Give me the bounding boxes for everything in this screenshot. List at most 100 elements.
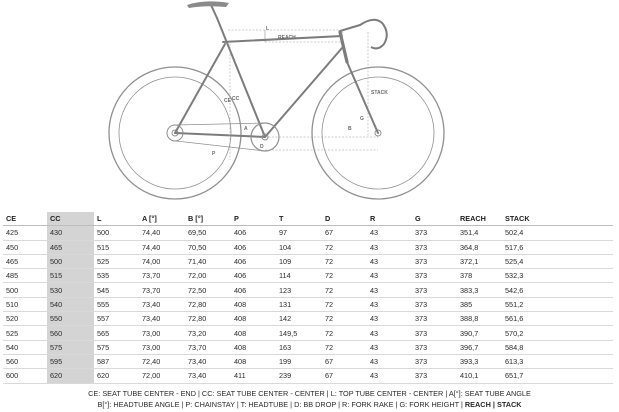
- cell-r: 43: [367, 297, 412, 313]
- legend: CE: SEAT TUBE CENTER - END | CC: SEAT TU…: [0, 388, 619, 410]
- cell-ce: 510: [3, 297, 47, 313]
- table-row: 425 430 500 74,40 69,50 406 97 67 43 373 351,4 502,…: [3, 225, 613, 241]
- cell-d: 72: [322, 311, 367, 327]
- cell-l: 575: [94, 340, 139, 355]
- cell-stack: 517,6: [502, 240, 613, 255]
- cell-d: 72: [322, 268, 367, 284]
- table-row: 600 620 620 72,00 73,40 411 239 67 43 373 410,1 651…: [3, 368, 613, 384]
- cell-g: 373: [412, 368, 457, 384]
- cell-t: 142: [276, 311, 322, 327]
- header-r: R: [367, 212, 412, 227]
- cell-b: 73,40: [185, 368, 231, 384]
- cell-reach: 410,1: [457, 368, 502, 384]
- handlebar: [359, 18, 388, 50]
- cell-l: 515: [94, 240, 139, 255]
- cell-p: 406: [231, 225, 276, 241]
- cell-stack: 551,2: [502, 297, 613, 313]
- cell-b: 72,80: [185, 297, 231, 313]
- cell-l: 587: [94, 354, 139, 370]
- legend-line-1: CE: SEAT TUBE CENTER - END | CC: SEAT TU…: [88, 389, 531, 398]
- table-row: 510 540 555 73,40 72,80 408 131 72 43 373 385 551,2: [3, 297, 613, 313]
- table-row: 450 465 515 74,40 70,50 406 104 72 43 373 364,8 517…: [3, 240, 613, 255]
- cell-p: 408: [231, 311, 276, 327]
- cell-p: 408: [231, 340, 276, 355]
- cell-t: 163: [276, 340, 322, 355]
- cell-p: 406: [231, 240, 276, 255]
- cell-cc: 595: [47, 354, 94, 370]
- table-row: 500 530 545 73,70 72,50 406 123 72 43 373 383,3 542…: [3, 282, 613, 298]
- cell-g: 373: [412, 311, 457, 327]
- cell-reach: 396,7: [457, 340, 502, 355]
- cell-stack: 525,4: [502, 254, 613, 270]
- cell-stack: 570,2: [502, 325, 613, 341]
- fork: [346, 61, 379, 134]
- header-a: A [°]: [139, 212, 185, 227]
- d-label: D: [260, 144, 264, 150]
- reach-label: REACH: [278, 35, 296, 41]
- cell-t: 149,5: [276, 325, 322, 341]
- cell-ce: 520: [3, 311, 47, 327]
- cell-g: 373: [412, 268, 457, 284]
- p-label: P: [212, 151, 216, 157]
- cell-a: 73,70: [139, 282, 185, 298]
- header-ce: CE: [3, 212, 47, 227]
- cell-cc: 620: [47, 368, 94, 384]
- cell-r: 43: [367, 268, 412, 284]
- cell-stack: 561,6: [502, 311, 613, 327]
- header-b: B [°]: [185, 212, 231, 227]
- cell-t: 109: [276, 254, 322, 270]
- cell-l: 620: [94, 368, 139, 384]
- legend-line-2: B[°]: HEADTUBE ANGLE | P: CHAINSTAY | T:…: [0, 399, 619, 410]
- cell-stack: 502,4: [502, 225, 613, 241]
- table-row: 465 500 525 74,00 71,40 406 109 72 43 373 372,1 525…: [3, 254, 613, 270]
- cell-reach: 383,3: [457, 282, 502, 298]
- cell-b: 70,50: [185, 240, 231, 255]
- cell-b: 69,50: [185, 225, 231, 241]
- cell-t: 123: [276, 282, 322, 298]
- cell-cc: 550: [47, 311, 94, 327]
- cell-g: 373: [412, 325, 457, 341]
- cell-a: 73,00: [139, 340, 185, 355]
- table-row: 540 575 575 73,00 73,70 408 163 72 43 373 396,7 584…: [3, 340, 613, 355]
- cell-r: 43: [367, 240, 412, 255]
- cell-cc: 560: [47, 325, 94, 341]
- cell-a: 73,70: [139, 268, 185, 284]
- cell-r: 43: [367, 325, 412, 341]
- cell-p: 406: [231, 254, 276, 270]
- cell-g: 373: [412, 282, 457, 298]
- cell-ce: 425: [3, 225, 47, 241]
- cell-p: 406: [231, 268, 276, 284]
- cell-reach: 378: [457, 268, 502, 284]
- cell-b: 71,40: [185, 254, 231, 270]
- cell-stack: 651,7: [502, 368, 613, 384]
- seatstay: [174, 43, 226, 134]
- header-cc: CC: [47, 212, 94, 227]
- cell-reach: 385: [457, 297, 502, 313]
- cell-ce: 600: [3, 368, 47, 384]
- cell-l: 525: [94, 254, 139, 270]
- cell-b: 72,50: [185, 282, 231, 298]
- g-label: G: [360, 116, 364, 122]
- header-t: T: [276, 212, 322, 227]
- cell-t: 239: [276, 368, 322, 384]
- cell-r: 43: [367, 354, 412, 370]
- frame-tubes: [174, 4, 379, 138]
- cell-t: 114: [276, 268, 322, 284]
- header-p: P: [231, 212, 276, 227]
- stem: [339, 24, 361, 32]
- cell-b: 73,20: [185, 325, 231, 341]
- cell-r: 43: [367, 340, 412, 355]
- cell-b: 73,40: [185, 354, 231, 370]
- cell-a: 73,40: [139, 311, 185, 327]
- legend-line-2-text: B[°]: HEADTUBE ANGLE | P: CHAINSTAY | T:…: [97, 400, 465, 409]
- cell-g: 373: [412, 297, 457, 313]
- cell-ce: 465: [3, 254, 47, 270]
- cell-p: 411: [231, 368, 276, 384]
- cell-b: 72,80: [185, 311, 231, 327]
- cell-t: 104: [276, 240, 322, 255]
- cell-r: 43: [367, 254, 412, 270]
- cell-a: 74,40: [139, 225, 185, 241]
- cell-d: 72: [322, 340, 367, 355]
- cell-l: 500: [94, 225, 139, 241]
